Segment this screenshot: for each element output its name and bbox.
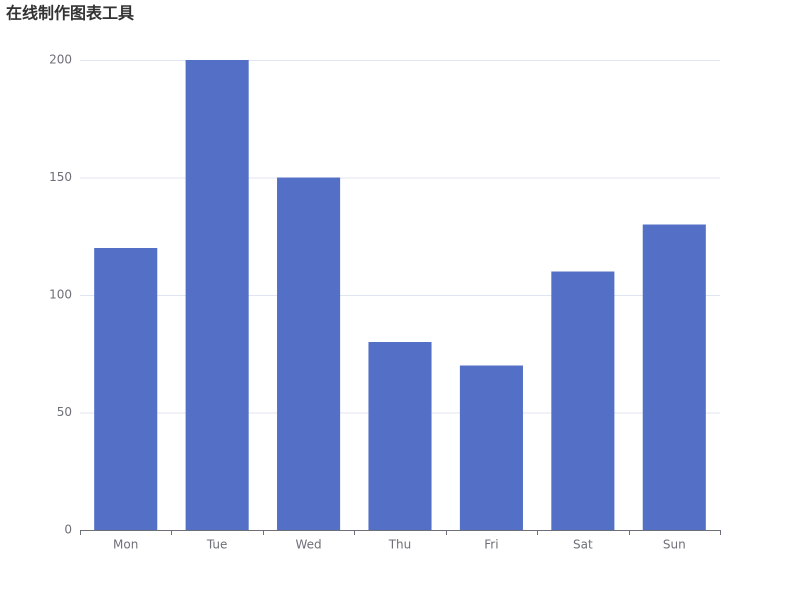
y-tick-label: 200 bbox=[49, 53, 72, 67]
y-tick-label: 150 bbox=[49, 170, 72, 184]
x-tick-label: Sat bbox=[573, 538, 593, 552]
bar bbox=[185, 60, 249, 530]
y-tick-label: 0 bbox=[64, 523, 72, 537]
bar bbox=[94, 248, 158, 530]
bar bbox=[459, 365, 523, 530]
bar bbox=[277, 177, 341, 530]
x-tick-label: Sun bbox=[663, 538, 686, 552]
y-tick-label: 100 bbox=[49, 288, 72, 302]
x-tick-label: Mon bbox=[113, 538, 138, 552]
y-tick-label: 50 bbox=[57, 405, 72, 419]
chart-title: 在线制作图表工具 bbox=[6, 4, 134, 23]
bar bbox=[642, 224, 706, 530]
x-tick-label: Tue bbox=[206, 538, 228, 552]
bar bbox=[368, 342, 432, 530]
bar bbox=[551, 271, 615, 530]
x-tick-label: Wed bbox=[295, 538, 321, 552]
x-tick-label: Fri bbox=[484, 538, 498, 552]
x-tick-label: Thu bbox=[388, 538, 412, 552]
